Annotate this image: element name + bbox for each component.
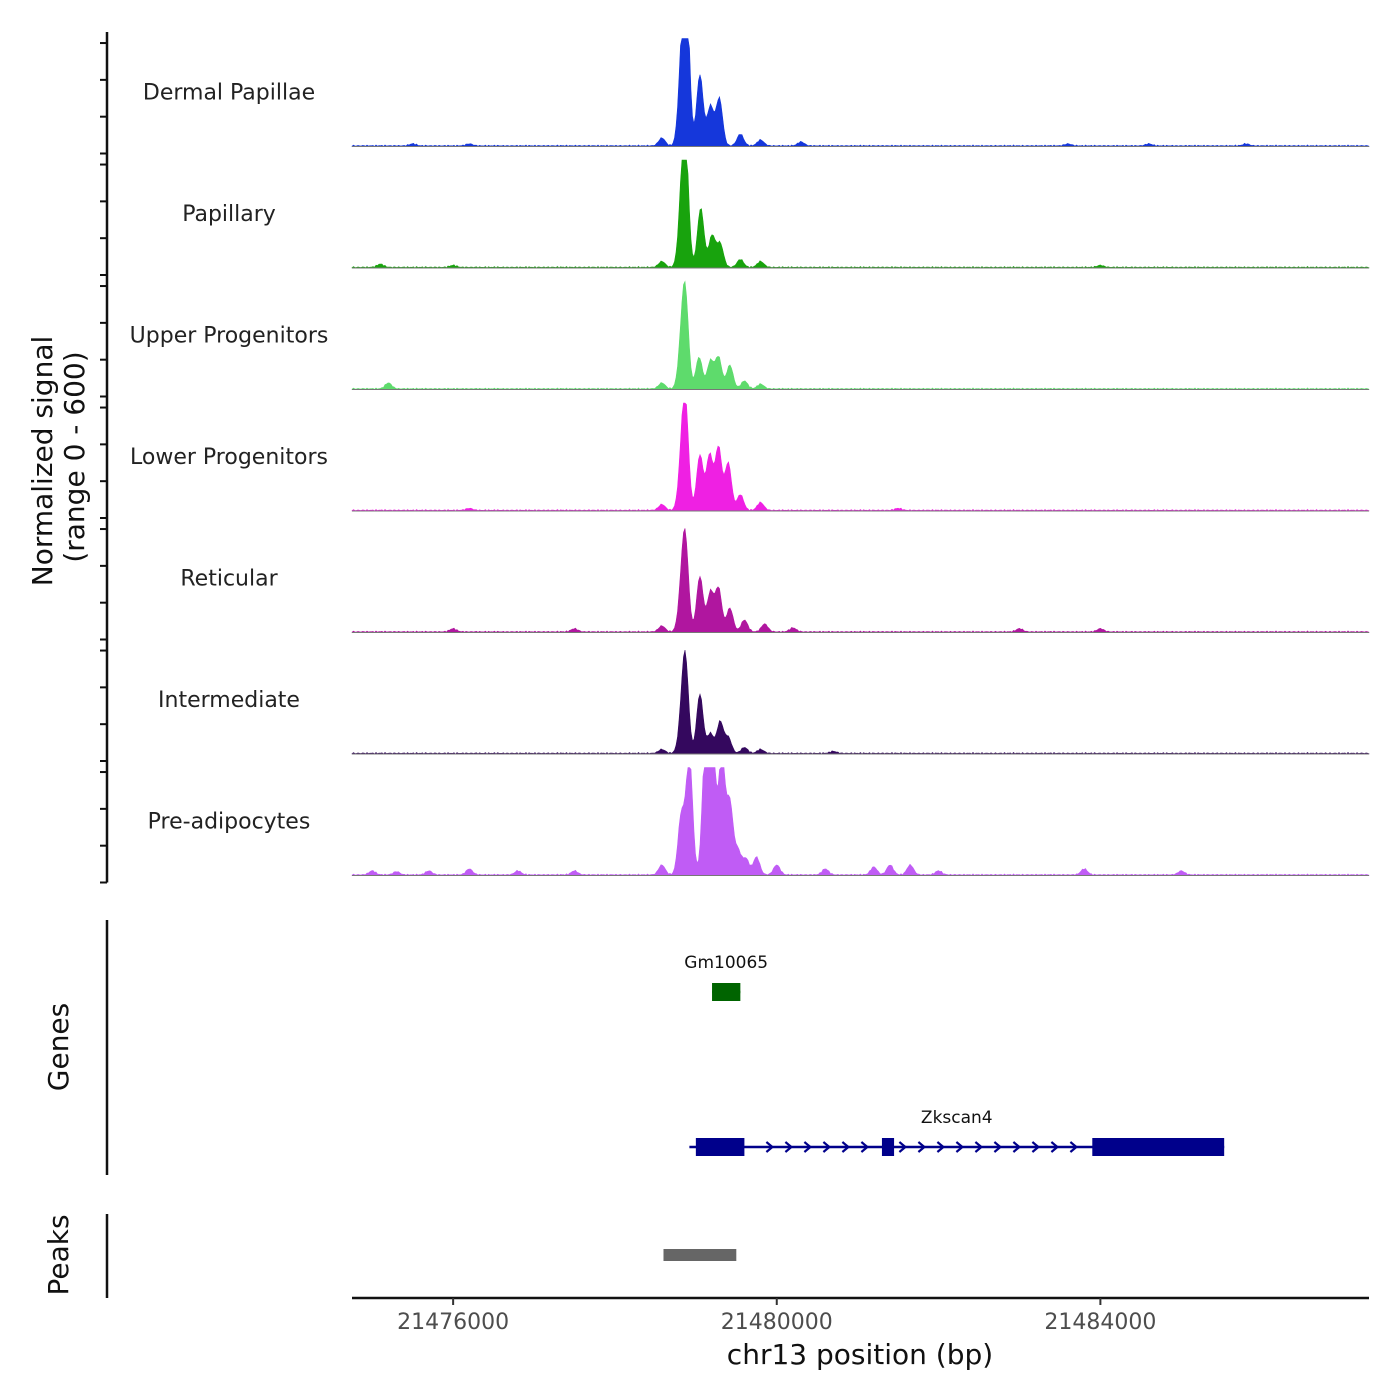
x-tick-label: 21476000 [397, 1310, 509, 1335]
strand-arrow [1050, 1141, 1060, 1153]
track-lower-progenitors: Lower Progenitors [130, 402, 1370, 512]
genes-panel-title: Genes [42, 1003, 75, 1091]
track-label: Lower Progenitors [130, 445, 328, 470]
strand-arrow [822, 1141, 832, 1153]
signal-area [351, 528, 1370, 633]
strand-arrow [784, 1141, 794, 1153]
track-intermediate: Intermediate [158, 650, 1370, 755]
strand-arrow [898, 1141, 908, 1153]
gene-exon [1092, 1138, 1225, 1156]
y-axis-title: Normalized signal [26, 336, 59, 587]
gene-label: Zkscan4 [921, 1108, 993, 1128]
x-tick-label: 21480000 [721, 1310, 833, 1335]
signal-y-axis [100, 32, 109, 884]
gene-gm10065: Gm10065 [684, 953, 768, 1001]
peaks-panel-title: Peaks [42, 1214, 75, 1295]
x-axis-title: chr13 position (bp) [727, 1338, 993, 1371]
strand-arrow [936, 1141, 946, 1153]
peaks-panel: Peaks [42, 1214, 737, 1298]
track-upper-progenitors: Upper Progenitors [130, 280, 1370, 390]
strand-arrow [803, 1141, 813, 1153]
track-label: Reticular [180, 567, 278, 592]
strand-arrow [917, 1141, 927, 1153]
gene-exon [712, 983, 741, 1001]
track-label: Upper Progenitors [130, 324, 329, 349]
strand-arrow [1069, 1141, 1079, 1153]
signal-area [351, 650, 1370, 755]
track-dermal-papillae: Dermal Papillae [143, 38, 1370, 147]
strand-arrow [974, 1141, 984, 1153]
gene-exon [695, 1138, 745, 1156]
track-label: Papillary [182, 202, 276, 227]
peak-regions [663, 1249, 737, 1261]
gene-label: Gm10065 [684, 953, 768, 973]
track-papillary: Papillary [182, 159, 1370, 269]
gene-models: Gm10065 Zkscan4 [684, 953, 1225, 1156]
track-reticular: Reticular [180, 528, 1370, 633]
strand-arrow [860, 1141, 870, 1153]
x-axis: 21476000 21480000 21484000 [352, 1296, 1369, 1335]
peak-region [663, 1249, 737, 1261]
signal-area [351, 402, 1370, 512]
strand-arrow [1012, 1141, 1022, 1153]
track-label: Intermediate [158, 688, 300, 713]
strand-arrow [993, 1141, 1003, 1153]
track-label: Pre-adipocytes [148, 810, 311, 835]
strand-arrow [841, 1141, 851, 1153]
strand-arrow [955, 1141, 965, 1153]
strand-arrow [1031, 1141, 1041, 1153]
signal-area [351, 159, 1370, 269]
signal-tracks: Dermal Papillae Papillary Upper Progenitor… [130, 38, 1370, 876]
signal-area [351, 767, 1370, 876]
x-tick-label: 21484000 [1044, 1310, 1156, 1335]
track-label: Dermal Papillae [143, 81, 315, 106]
gene-exon [881, 1138, 895, 1156]
signal-area [351, 280, 1370, 390]
y-axis-range: (range 0 - 600) [58, 351, 91, 562]
track-pre-adipocytes: Pre-adipocytes [148, 767, 1370, 876]
signal-area [351, 38, 1370, 147]
strand-arrow [765, 1141, 775, 1153]
gene-zkscan4: Zkscan4 [689, 1108, 1225, 1156]
genes-panel: Genes Gm10065 Zkscan4 [42, 920, 1225, 1175]
